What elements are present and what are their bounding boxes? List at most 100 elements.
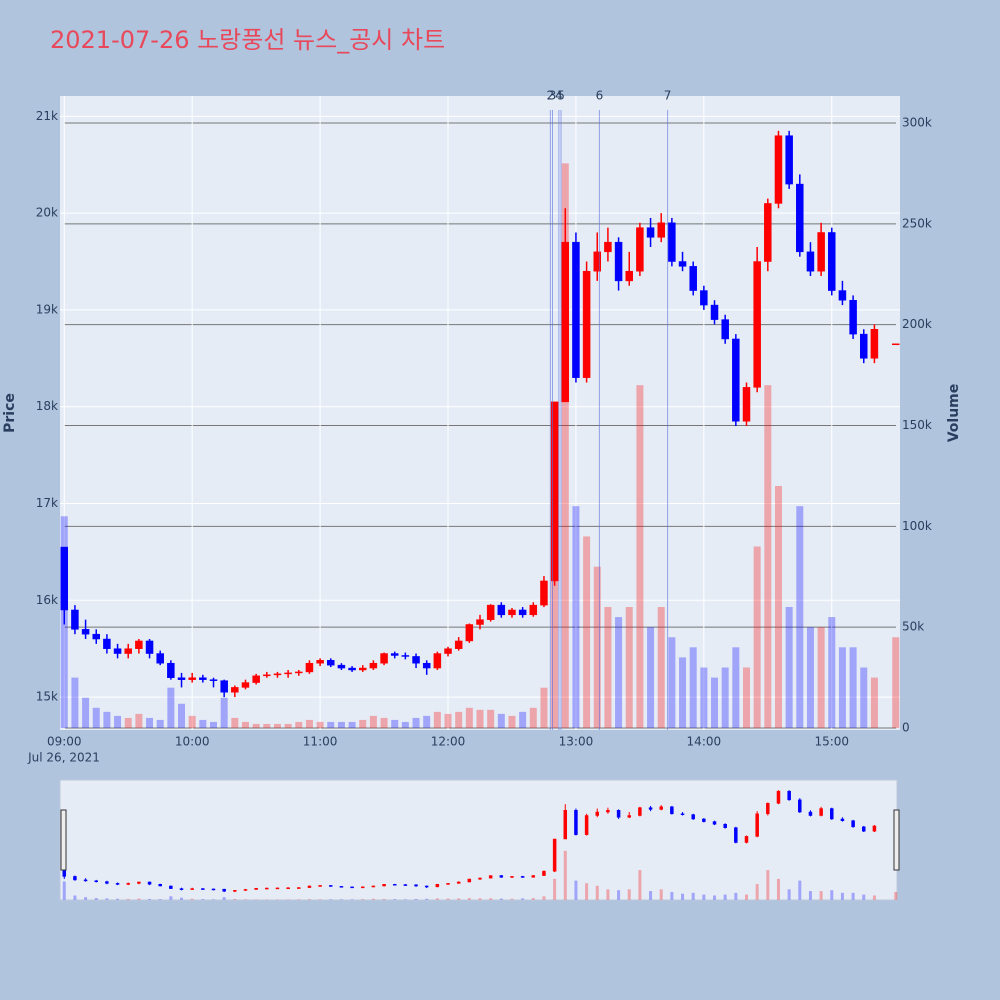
mini-candle-body xyxy=(862,826,866,832)
volume-bar xyxy=(412,717,420,728)
mini-candle-body xyxy=(467,878,472,883)
mini-volume-bar xyxy=(243,899,247,900)
y-tick-label: 19k xyxy=(36,302,58,316)
candle-body xyxy=(156,653,164,664)
x-tick-label: 15:00 xyxy=(814,735,849,749)
mini-candle-body xyxy=(105,881,109,884)
mini-volume-bar xyxy=(148,898,152,900)
volume-bar xyxy=(178,703,186,728)
candle-body xyxy=(81,629,90,635)
volume-bar xyxy=(519,711,527,728)
volume-bar xyxy=(497,713,505,728)
mini-candle-body xyxy=(414,884,418,887)
mini-candle-body xyxy=(147,881,152,885)
candle-body xyxy=(796,183,804,253)
candle-body xyxy=(710,304,719,320)
mini-volume-bar xyxy=(137,898,141,900)
candle-body xyxy=(668,222,676,262)
y-axis-title: Price xyxy=(2,393,18,433)
x-tick-label: 13:00 xyxy=(559,735,594,749)
candle-body xyxy=(103,638,111,649)
volume-bar xyxy=(508,715,516,728)
volume-bar xyxy=(679,657,687,728)
y-tick-label: 21k xyxy=(36,109,58,123)
candle-body xyxy=(252,675,260,683)
volume-bar xyxy=(305,719,313,728)
x-tick-label: 12:00 xyxy=(431,735,466,749)
candle-body xyxy=(358,667,367,671)
volume-bar xyxy=(114,715,122,728)
mini-volume-bar xyxy=(595,885,599,900)
news-label: 7 xyxy=(664,89,672,103)
candle-body xyxy=(604,241,612,253)
candle-body xyxy=(295,671,303,674)
candle-body xyxy=(284,672,292,675)
mini-volume-bar xyxy=(94,898,98,900)
mini-volume-bar xyxy=(105,898,109,900)
mini-volume-bar xyxy=(116,898,120,900)
mini-volume-bar xyxy=(329,899,333,900)
mini-candle-body xyxy=(446,883,450,885)
volume-bar xyxy=(774,485,782,728)
candle-body xyxy=(369,662,378,669)
candle-body xyxy=(774,135,783,204)
y2-tick-label: 300k xyxy=(902,116,932,130)
mini-volume-bar xyxy=(435,898,439,900)
candle-body xyxy=(689,266,697,291)
mini-volume-bar xyxy=(339,899,343,900)
volume-bar xyxy=(327,721,335,728)
volume-bar xyxy=(828,617,836,728)
mini-candle-body xyxy=(115,883,120,885)
mini-volume-bar xyxy=(553,878,557,900)
mini-candle-body xyxy=(350,886,354,889)
candle-body xyxy=(838,290,847,301)
volume-bar xyxy=(348,721,356,728)
candle-body xyxy=(550,401,559,582)
candle-body xyxy=(817,232,825,272)
news-label: 5 xyxy=(557,89,565,103)
mini-volume-bar xyxy=(446,898,450,900)
mini-volume-bar xyxy=(62,881,66,900)
mini-volume-bar xyxy=(467,898,471,900)
candle-body xyxy=(497,604,506,616)
mini-volume-bar xyxy=(766,870,770,900)
candle-body xyxy=(124,648,132,654)
mini-candle-body xyxy=(755,813,759,837)
candle-body xyxy=(327,660,335,666)
mini-candle-body xyxy=(307,885,312,888)
mini-candle-body xyxy=(574,810,578,835)
volume-bar xyxy=(604,606,612,728)
candle-body xyxy=(646,227,655,238)
candle-body xyxy=(465,624,474,642)
y-tick-label: 17k xyxy=(36,496,58,510)
mini-volume-bar xyxy=(180,897,184,900)
mini-candle-body xyxy=(510,876,514,878)
mini-candle-body xyxy=(659,806,663,810)
mini-candle-body xyxy=(627,815,631,818)
candle-body xyxy=(764,203,772,262)
y-tick-label: 20k xyxy=(36,206,58,220)
volume-bar xyxy=(188,715,196,728)
mini-candle-body xyxy=(595,811,600,816)
x-tick-label: 10:00 xyxy=(175,735,210,749)
candle-body xyxy=(337,664,346,669)
volume-bar xyxy=(657,606,665,728)
mini-candle-body xyxy=(190,888,194,890)
mini-candle-body xyxy=(137,881,141,884)
volume-bar xyxy=(465,707,473,728)
range-slider[interactable] xyxy=(59,779,898,901)
candle-body xyxy=(721,319,729,340)
mini-candle-body xyxy=(94,880,98,883)
candle-body xyxy=(316,660,324,664)
mini-volume-bar xyxy=(190,898,194,900)
mini-volume-bar xyxy=(617,890,621,900)
mini-volume-bar xyxy=(691,892,695,900)
volume-bar xyxy=(625,606,633,728)
candle-body xyxy=(188,677,196,680)
volume-bar xyxy=(529,707,537,728)
mini-volume-bar xyxy=(478,898,482,900)
mini-volume-bar xyxy=(222,897,226,900)
mini-volume-bar xyxy=(670,891,674,900)
mini-candle-body xyxy=(286,887,290,889)
candle-body xyxy=(177,677,186,680)
